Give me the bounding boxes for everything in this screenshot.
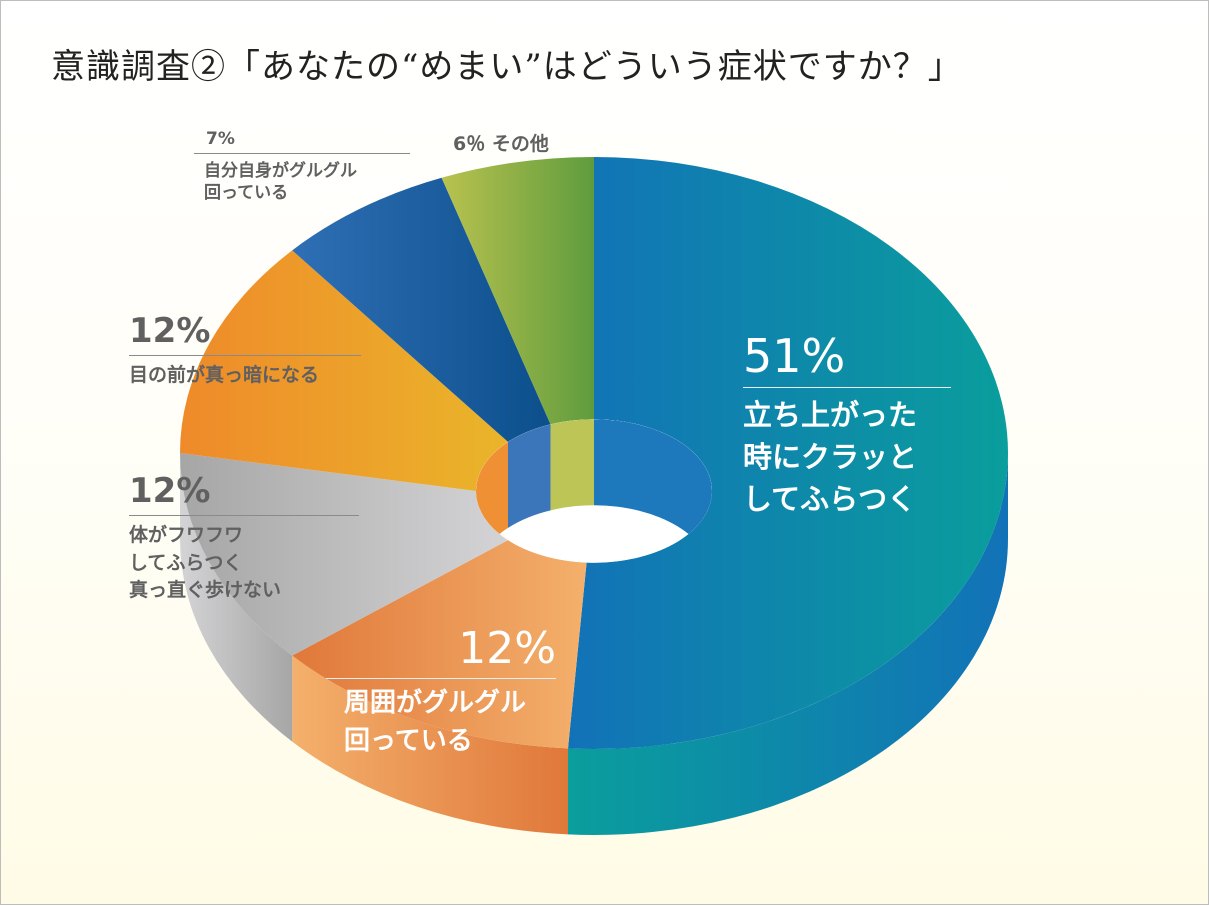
slice-0 [568,156,1009,749]
label-slice-5: 6％ その他 [453,133,549,155]
slice-side-0 [568,453,1008,835]
slice-inner-wall-5 [550,419,594,511]
label-slice-0: 51% 立ち上がった 時にクラッと してふらつく [743,329,951,520]
label-slice-4: 7% 自分自身がグルグル 回っている [194,129,410,204]
slice-5 [441,157,594,425]
label-slice-2: 12% 体がフワフワ してふらつく 真っ直ぐ歩けない [129,471,359,605]
slice-1 [292,540,587,749]
slice-2 [180,453,508,656]
slice-3 [180,250,508,491]
chart-title: 意識調査②「あなたの“めまい”はどういう症状ですか？」 [51,47,963,87]
label-slice-3: 12% 目の前が真っ暗になる [129,311,361,390]
slice-side-2 [180,453,293,742]
slice-inner-wall-4 [507,424,551,528]
slice-inner-wall-0 [594,419,712,563]
slice-side-1 [292,655,569,835]
slice-4 [292,177,551,442]
label-slice-1: 12% 周囲がグルグル 回っている [326,623,556,760]
